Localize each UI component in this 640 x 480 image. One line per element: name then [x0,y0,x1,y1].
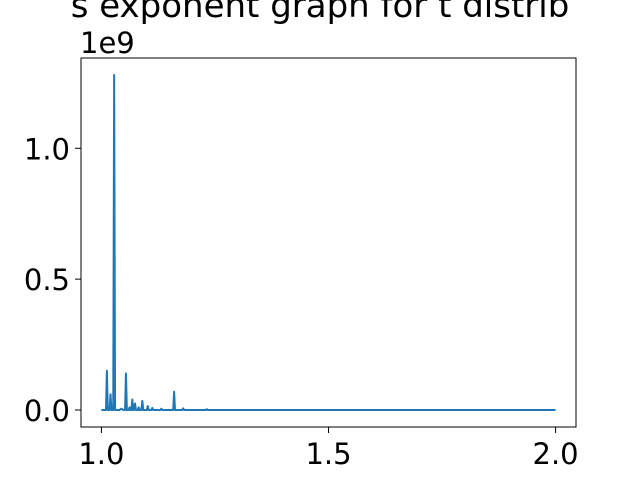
series-line-0 [101,74,556,411]
chart-title: s exponent graph for t distrib [71,0,570,26]
x-tick-label-0: 1.0 [78,437,124,471]
y-tick-label-1: 0.5 [24,263,70,297]
y-tick-label-0: 0.0 [24,394,70,428]
plot-area: 1.0 1.5 2.0 0.0 0.5 1.0 [24,57,579,471]
axes-frame [80,57,577,428]
y-offset-label: 1e9 [80,26,135,60]
x-tick-label-2: 2.0 [533,437,579,471]
x-tick-label-1: 1.5 [305,437,351,471]
y-tick-label-2: 1.0 [24,132,70,166]
